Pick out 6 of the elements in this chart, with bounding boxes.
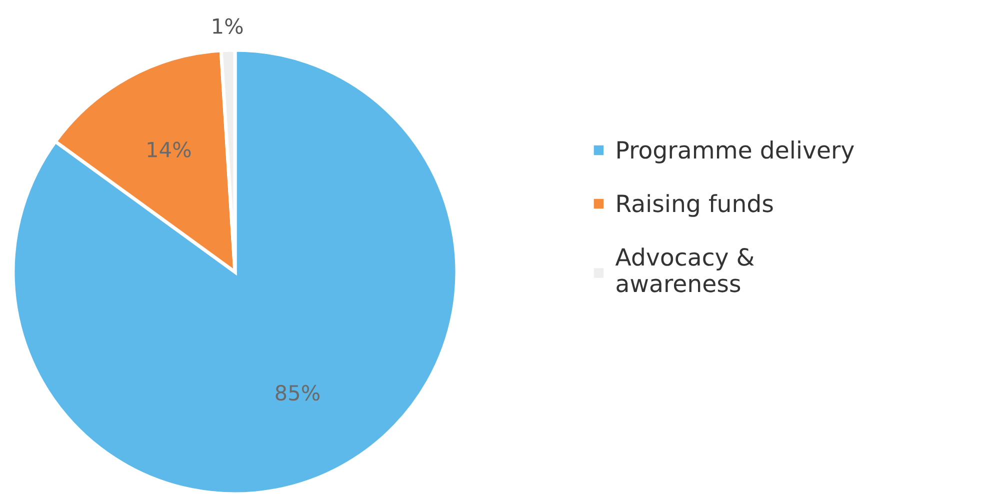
data-label: 1% bbox=[213, 18, 243, 34]
legend-label: Raising funds bbox=[618, 194, 773, 217]
legend-label: Advocacy & awareness bbox=[615, 248, 754, 292]
data-label: 14% bbox=[148, 142, 191, 158]
legend-label: Programme delivery bbox=[618, 140, 854, 164]
data-label: 85% bbox=[276, 384, 320, 401]
